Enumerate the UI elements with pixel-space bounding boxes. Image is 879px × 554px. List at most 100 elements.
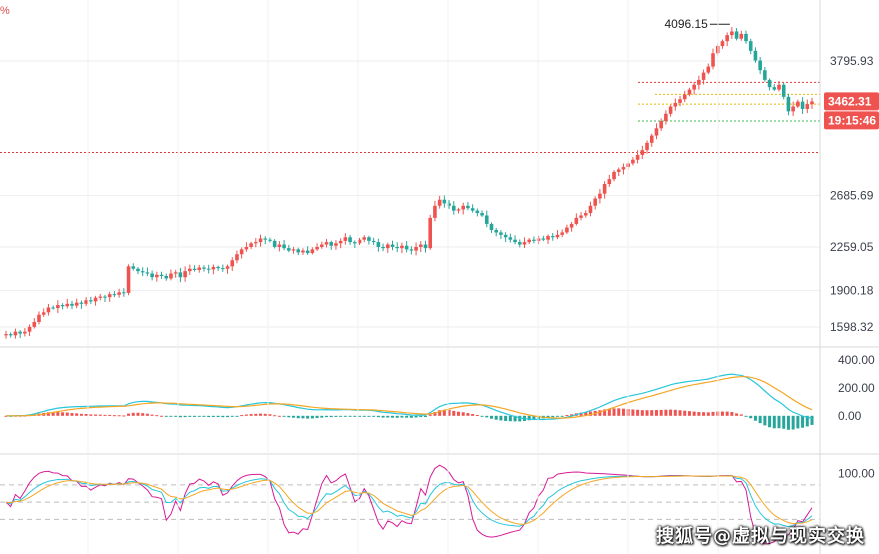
- macd-histogram-bar: [409, 415, 413, 418]
- macd-histogram-bar: [84, 413, 88, 416]
- candle-body: [107, 294, 112, 298]
- candle-body: [725, 35, 729, 42]
- macd-histogram-bar: [782, 415, 786, 429]
- candle-body: [649, 135, 654, 143]
- macd-histogram-bar: [235, 415, 239, 417]
- candle-body: [13, 331, 18, 336]
- candle-body: [51, 307, 55, 309]
- candle-body: [701, 72, 706, 80]
- candle-body: [433, 205, 437, 218]
- macd-histogram-bar: [687, 411, 691, 416]
- macd-histogram-bar: [169, 415, 173, 417]
- macd-histogram-bar: [391, 415, 395, 418]
- macd-histogram-bar: [122, 415, 126, 417]
- macd-histogram-bar: [532, 415, 536, 420]
- macd-histogram-bar: [51, 412, 55, 416]
- macd-histogram-bar: [763, 415, 767, 426]
- candle-body: [8, 334, 13, 336]
- macd-histogram-bar: [381, 415, 385, 418]
- candle-body: [484, 215, 489, 224]
- macd-histogram-bar: [174, 415, 178, 417]
- candle-body: [796, 101, 800, 107]
- price-pane[interactable]: 3795.93 2685.69 2259.05 1900.18 1598.32 4096.…: [0, 17, 879, 339]
- macd-histogram-bar: [801, 415, 805, 428]
- macd-histogram-bar: [735, 413, 739, 416]
- macd-histogram-bar: [89, 414, 93, 416]
- candle-body: [216, 266, 220, 269]
- candle-body: [315, 246, 319, 250]
- candle-body: [225, 266, 230, 269]
- macd-histogram-bar: [65, 412, 69, 416]
- macd-histogram-bar: [730, 412, 734, 416]
- candle-body: [178, 272, 183, 278]
- macd-histogram-bar: [244, 414, 248, 416]
- candle-body: [84, 300, 88, 304]
- macd-histogram-bar: [221, 415, 225, 418]
- price-tick-label: 2259.05: [830, 240, 874, 254]
- macd-histogram-bar: [621, 408, 625, 416]
- candle-body: [687, 89, 692, 95]
- candle-body: [112, 294, 117, 296]
- candle-body: [4, 334, 8, 336]
- macd-histogram-bar: [489, 415, 493, 419]
- macd-histogram-bar: [456, 411, 460, 416]
- candle-body: [155, 274, 159, 278]
- macd-histogram-bar: [645, 410, 649, 416]
- macd-histogram-bar: [654, 410, 658, 416]
- candle-body: [93, 297, 98, 302]
- macd-histogram-bar: [551, 415, 555, 418]
- candle-body: [781, 84, 786, 97]
- macd-histogram-bar: [570, 414, 574, 416]
- macd-histogram-bar: [683, 410, 687, 416]
- macd-histogram-bar: [480, 415, 484, 417]
- macd-histogram-bar: [263, 413, 267, 416]
- candle-body: [706, 66, 711, 73]
- candle-body: [574, 217, 579, 224]
- macd-signal-line: [6, 376, 813, 419]
- macd-histogram-bar: [504, 415, 508, 421]
- candle-body: [79, 302, 84, 304]
- candle-body: [475, 210, 480, 214]
- macd-histogram-bar: [325, 415, 329, 418]
- candle-body: [409, 249, 414, 251]
- macd-histogram-bar: [160, 415, 164, 417]
- candle-body: [202, 267, 206, 269]
- candle-body: [800, 101, 805, 109]
- macd-histogram-bar: [226, 415, 230, 418]
- macd-histogram-bar: [193, 415, 197, 417]
- macd-histogram-bar: [758, 415, 762, 424]
- candle-body: [277, 244, 282, 247]
- macd-histogram-bar: [306, 415, 310, 419]
- candle-body: [140, 271, 145, 273]
- macd-histogram-bar: [588, 411, 592, 416]
- kdj-pane[interactable]: 100.00: [0, 464, 875, 545]
- macd-histogram-bar: [772, 415, 776, 429]
- candle-body: [239, 249, 244, 255]
- candle-body: [89, 300, 93, 302]
- candle-body: [470, 208, 475, 211]
- candle-body: [211, 266, 216, 270]
- macd-histogram-bar: [75, 413, 79, 416]
- macd-histogram-bar: [70, 413, 74, 416]
- candle-body: [607, 179, 612, 184]
- macd-histogram-bar: [527, 415, 531, 421]
- macd-tick-label: 400.00: [838, 353, 875, 367]
- macd-histogram-bar: [240, 415, 244, 417]
- candle-body: [730, 31, 734, 36]
- countdown-badge: [824, 111, 879, 130]
- candle-body: [428, 217, 433, 249]
- macd-histogram-bar: [339, 415, 343, 417]
- macd-histogram-bar: [739, 414, 743, 416]
- candle-body: [357, 239, 362, 244]
- macd-pane[interactable]: 400.00 200.00 0.00: [4, 353, 876, 430]
- candle-body: [616, 169, 621, 172]
- macd-histogram-bar: [725, 411, 729, 416]
- macd-histogram-bar: [433, 412, 437, 416]
- candle-body: [291, 249, 296, 251]
- macd-histogram-bar: [94, 414, 98, 416]
- candle-body: [437, 199, 442, 206]
- macd-histogram-bar: [358, 415, 362, 417]
- candle-body: [635, 154, 640, 160]
- candle-body: [268, 239, 272, 241]
